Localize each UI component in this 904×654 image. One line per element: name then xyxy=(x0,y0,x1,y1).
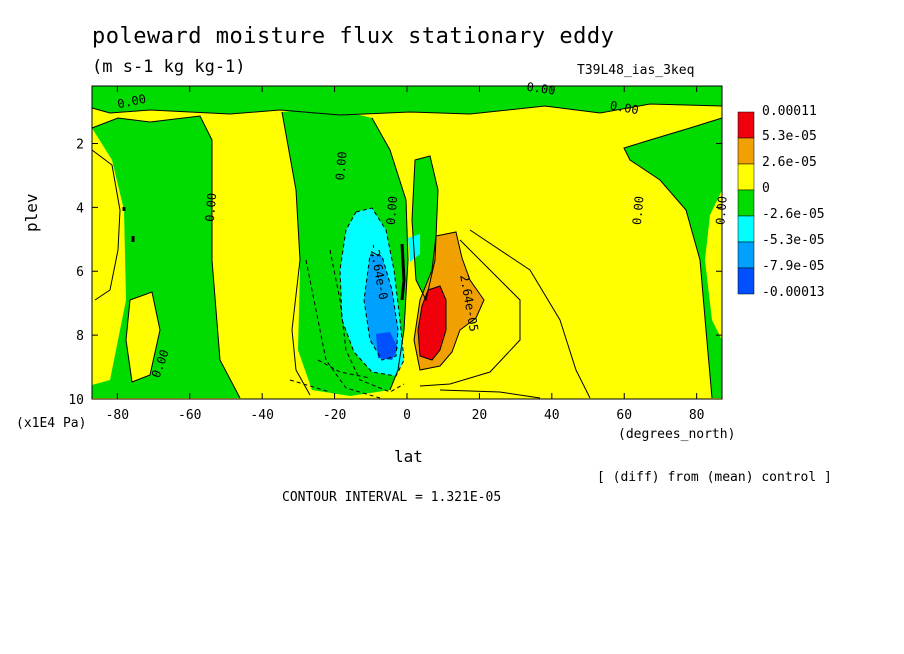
contour-label: 0.00 xyxy=(526,80,557,98)
contour-zero-center-left xyxy=(281,111,311,396)
colorbar-label: -7.9e-05 xyxy=(762,259,825,274)
contour-label: 0.00 xyxy=(333,151,349,181)
colorbar-swatch xyxy=(737,241,755,269)
contour-label: 0.00 xyxy=(116,92,147,112)
colorbar-swatch xyxy=(737,189,755,217)
y-tick-label: 2 xyxy=(76,137,84,152)
x-tick-label: -60 xyxy=(178,408,201,423)
region-darkblue xyxy=(376,332,398,360)
x-axis-unit: (degrees_north) xyxy=(618,427,736,442)
contour-label: 0.00 xyxy=(630,196,646,226)
colorbar-label: -0.00013 xyxy=(762,285,825,300)
contour-lines xyxy=(91,103,723,399)
x-axis: -80 -60 -40 -20 0 20 40 60 80 xyxy=(106,86,705,423)
colorbar-label: -5.3e-05 xyxy=(762,233,825,248)
contour-zero-north xyxy=(623,117,723,399)
region-yellow-pocket xyxy=(92,150,120,300)
colorbar-swatch xyxy=(737,111,755,139)
region-yellow-sh xyxy=(222,112,310,398)
colorbar-swatch xyxy=(737,163,755,191)
chart-title: poleward moisture flux stationary eddy xyxy=(92,24,615,49)
y-axis-label: plev xyxy=(22,193,41,232)
region-yellow-pocket-2 xyxy=(126,292,160,382)
filled-contours xyxy=(92,86,722,399)
colorbar-label: 0.00011 xyxy=(762,104,817,119)
region-yellow-north-pocket xyxy=(705,190,722,340)
y-axis: 2 4 6 8 10 xyxy=(68,137,722,408)
x-tick-label: -80 xyxy=(106,408,129,423)
x-tick-label: 60 xyxy=(616,408,632,423)
contour-zero-top xyxy=(91,103,723,116)
contour-zero-pocket xyxy=(91,149,121,301)
x-tick-label: 0 xyxy=(403,408,411,423)
contour-interval: CONTOUR INTERVAL = 1.321E-05 xyxy=(282,490,502,505)
contour-label: 0.00 xyxy=(203,192,219,222)
contour-zero-pocket-2 xyxy=(125,291,161,383)
y-tick-label: 6 xyxy=(76,265,84,280)
x-tick-label: 40 xyxy=(544,408,560,423)
colorbar-label: 0 xyxy=(762,181,770,196)
y-tick-label: 8 xyxy=(76,329,84,344)
contour-zero-center-right xyxy=(371,117,409,391)
colorbar-swatch xyxy=(737,137,755,165)
contour-zero-nh xyxy=(411,155,439,302)
colorbar-label: 5.3e-05 xyxy=(762,129,817,144)
difference-note: [ (diff) from (mean) control ] xyxy=(597,470,832,485)
contour-zero-south xyxy=(91,115,241,399)
contour-label: 0.00 xyxy=(609,98,640,117)
region-red xyxy=(418,286,446,360)
region-green-nh xyxy=(412,156,438,300)
positive-contours xyxy=(400,229,591,399)
x-tick-label: -20 xyxy=(323,408,346,423)
colorbar-label: -2.6e-05 xyxy=(762,207,825,222)
y-tick-label: 4 xyxy=(76,201,84,216)
y-axis-unit: (x1E4 Pa) xyxy=(16,416,87,431)
colorbar: 0.00011 5.3e-05 2.6e-05 0 -2.6e-05 -5.3e-05 -7… xyxy=(737,104,825,300)
colorbar-swatch xyxy=(737,267,755,295)
region-green-north xyxy=(624,106,722,398)
chart-units: (m s-1 kg kg-1) xyxy=(92,57,246,77)
colorbar-swatch xyxy=(737,215,755,243)
region-green-top xyxy=(92,86,722,115)
x-tick-label: -40 xyxy=(250,408,273,423)
y-tick-label: 10 xyxy=(68,393,84,408)
x-axis-label: lat xyxy=(394,447,423,466)
colorbar-label: 2.6e-05 xyxy=(762,155,817,170)
contour-label: 0.00 xyxy=(384,196,400,226)
x-tick-label: 80 xyxy=(689,408,705,423)
negative-contours xyxy=(289,207,405,399)
run-id: T39L48_ias_3keq xyxy=(577,63,695,78)
x-tick-label: 20 xyxy=(472,408,488,423)
